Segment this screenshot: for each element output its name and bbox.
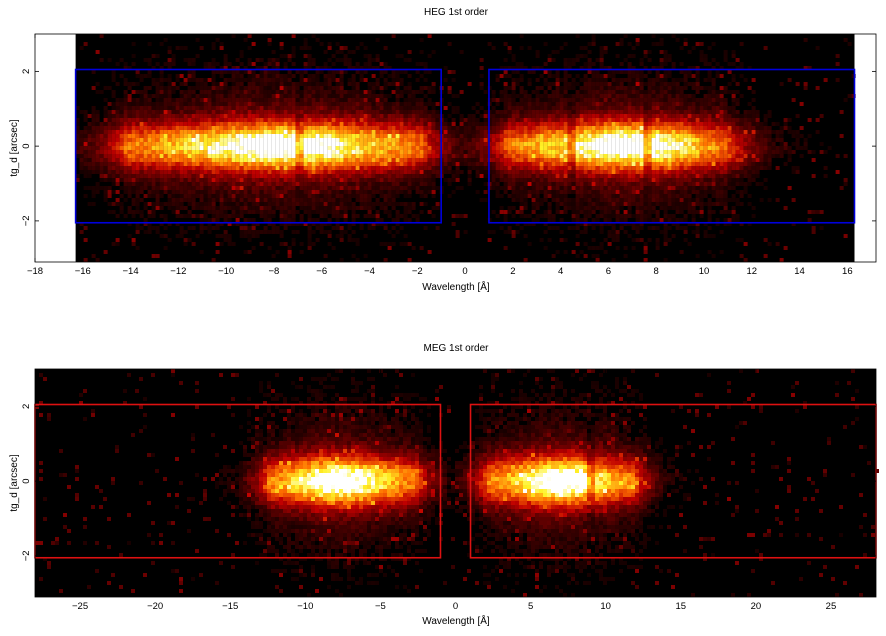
heg-y-axis-label: tg_d [arcsec] xyxy=(9,119,20,176)
heg-x-tick-label: 8 xyxy=(654,266,659,277)
heg-x-tick-label: −2 xyxy=(412,266,423,277)
meg-x-tick-label: −10 xyxy=(297,601,313,612)
meg-y-axis: −2 0 2 xyxy=(21,404,876,561)
heg-x-tick-label: −18 xyxy=(27,266,43,277)
heg-panel: HEG 1st order −18 −16 −14 −12 −10 −8 −6 −4 −2 0 2 4… xyxy=(9,7,877,293)
meg-x-tick-label: −20 xyxy=(147,601,163,612)
heg-x-tick-label: −14 xyxy=(123,266,139,277)
heg-x-tick-label: 0 xyxy=(462,266,467,277)
heg-heatmap-cells xyxy=(75,34,856,262)
heg-x-tick-label: −10 xyxy=(218,266,234,277)
meg-y-tick-label: 0 xyxy=(21,478,32,483)
meg-x-tick-label: 5 xyxy=(528,601,533,612)
heg-title: HEG 1st order xyxy=(424,7,489,18)
meg-x-axis: −25 −20 −15 −10 −5 0 5 10 15 20 25 xyxy=(72,369,836,612)
heg-x-tick-label: 16 xyxy=(842,266,853,277)
heg-plot-area xyxy=(35,34,876,262)
heg-x-tick-label: −8 xyxy=(268,266,279,277)
heg-x-tick-label: 14 xyxy=(794,266,805,277)
heg-x-tick-label: 6 xyxy=(606,266,611,277)
heg-extraction-boxes xyxy=(74,68,856,224)
meg-y-tick-label: −2 xyxy=(21,550,32,561)
heg-y-tick-label: 2 xyxy=(21,69,32,74)
meg-plot-area xyxy=(35,369,879,597)
meg-heatmap-cells xyxy=(35,369,879,597)
heg-x-axis-label: Wavelength [Å] xyxy=(422,280,490,293)
meg-x-tick-label: −15 xyxy=(222,601,238,612)
heg-x-tick-label: 2 xyxy=(510,266,515,277)
heg-extraction-box-2 xyxy=(488,68,856,224)
meg-x-tick-label: 20 xyxy=(751,601,762,612)
meg-x-tick-label: 10 xyxy=(600,601,611,612)
meg-x-tick-label: 15 xyxy=(675,601,686,612)
meg-x-tick-label: 0 xyxy=(453,601,458,612)
heg-x-tick-label: −16 xyxy=(75,266,91,277)
heg-x-tick-label: 4 xyxy=(558,266,563,277)
heg-x-tick-label: 10 xyxy=(699,266,710,277)
heg-extraction-box-1 xyxy=(74,68,442,224)
meg-x-tick-label: −5 xyxy=(375,601,386,612)
heg-plot-frame xyxy=(34,33,877,263)
heg-x-axis: −18 −16 −14 −12 −10 −8 −6 −4 −2 0 2 4 6 8 10 12 14 16 xyxy=(27,34,853,277)
meg-y-tick-label: 2 xyxy=(21,404,32,409)
heg-x-tick-label: 12 xyxy=(746,266,757,277)
heg-y-tick-label: 0 xyxy=(21,143,32,148)
meg-x-axis-label: Wavelength [Å] xyxy=(422,614,490,627)
heg-y-tick-label: −2 xyxy=(21,215,32,226)
meg-title: MEG 1st order xyxy=(423,343,489,354)
meg-panel: MEG 1st order −25 −20 −15 −10 −5 0 5 10 15 20 25 −… xyxy=(9,343,879,627)
heg-x-tick-label: −6 xyxy=(316,266,327,277)
meg-x-tick-label: −25 xyxy=(72,601,88,612)
heg-x-tick-label: −12 xyxy=(170,266,186,277)
heg-x-tick-label: −4 xyxy=(364,266,375,277)
heg-y-axis: −2 0 2 xyxy=(21,69,876,226)
meg-y-axis-label: tg_d [arcsec] xyxy=(9,454,20,511)
meg-x-tick-label: 25 xyxy=(826,601,837,612)
